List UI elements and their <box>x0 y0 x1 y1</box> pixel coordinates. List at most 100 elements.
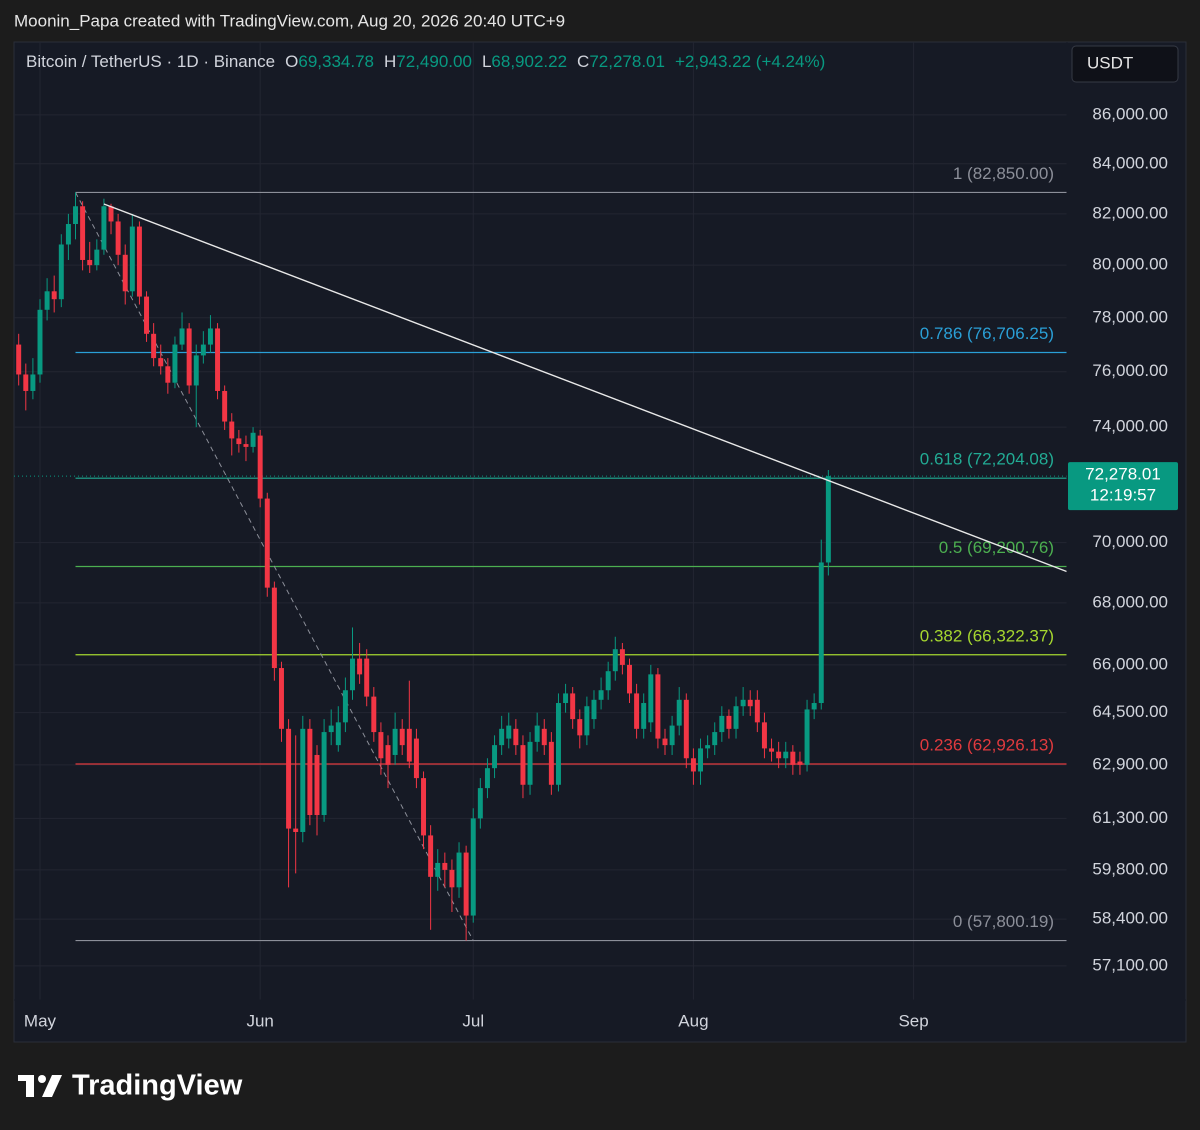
candle-body <box>712 732 718 746</box>
candle-body <box>172 344 178 383</box>
candle-body <box>392 728 398 755</box>
y-tick-label: 70,000.00 <box>1092 532 1168 551</box>
candle-body <box>513 728 519 746</box>
candle-body <box>740 699 746 707</box>
candle-body <box>783 751 789 759</box>
candle-body <box>534 725 540 742</box>
candle-body <box>399 728 405 746</box>
last-price-label: 72,278.01 <box>1085 465 1161 484</box>
footer-brand: TradingView <box>72 1070 243 1102</box>
candle-body <box>463 852 469 916</box>
candle-body <box>726 715 732 729</box>
fib-label: 0.786 (76,706.25) <box>920 324 1054 343</box>
fib-anchor-line <box>75 192 474 941</box>
candle-body <box>94 249 100 266</box>
candle-body <box>136 226 142 297</box>
legend: Bitcoin / TetherUS · 1D · Binance O69,334… <box>26 52 825 71</box>
candle-body <box>605 671 611 691</box>
plot: 86,000.00 84,000.00 82,000.00 80,000.00 78,0… <box>14 42 1186 1030</box>
y-tick-label: 62,900.00 <box>1092 754 1168 773</box>
candle-body <box>350 658 355 691</box>
candle-body <box>300 728 306 833</box>
candle-body <box>271 587 277 669</box>
candle-body <box>705 745 711 749</box>
y-tick-label: 58,400.00 <box>1092 909 1168 928</box>
x-tick-label: Aug <box>678 1011 708 1030</box>
candle-body <box>790 751 796 765</box>
candle-body <box>676 699 682 726</box>
candle-body <box>335 722 341 746</box>
candle-body <box>222 390 228 422</box>
candle-body <box>115 221 121 255</box>
candle-body <box>655 674 661 739</box>
candle-body <box>555 703 561 785</box>
candle-body <box>541 728 547 746</box>
candle-body <box>527 741 533 785</box>
candle-body <box>747 699 753 707</box>
candle-body <box>690 758 696 772</box>
candle-body <box>435 862 441 877</box>
legend-value: 68,902.22 <box>491 52 567 71</box>
candle-body <box>683 699 689 759</box>
legend-value: 69,334.78 <box>298 52 374 71</box>
candle-body <box>563 693 569 704</box>
candle-body <box>342 690 348 723</box>
candle-body <box>207 328 213 345</box>
legend-label: C <box>577 52 589 71</box>
legend-label: O <box>285 52 298 71</box>
currency-box <box>1071 45 1179 83</box>
candle-body <box>286 728 292 829</box>
candle-body <box>385 745 391 765</box>
x-tick-label: Jul <box>462 1011 484 1030</box>
candle-body <box>413 738 419 779</box>
candle-body <box>30 374 36 391</box>
fib-label: 0 (57,800.19) <box>953 912 1054 931</box>
candle-body <box>364 658 370 697</box>
candle-body <box>87 259 93 266</box>
candle-body <box>733 706 739 729</box>
logo-shape <box>26 1075 34 1097</box>
candle-body <box>442 862 448 870</box>
candle-body <box>236 438 242 445</box>
candle-body <box>584 706 590 736</box>
y-tick-label: 61,300.00 <box>1092 808 1168 827</box>
candle-body <box>73 206 78 225</box>
fib-label: 0.618 (72,204.08) <box>920 450 1054 469</box>
candle-body <box>769 748 775 752</box>
candle-body <box>570 693 576 720</box>
candle-body <box>328 725 334 733</box>
legend-value: 72,278.01 <box>589 52 665 71</box>
candle-body <box>151 333 157 359</box>
y-tick-label: 74,000.00 <box>1092 417 1168 436</box>
legend-label: L <box>482 52 491 71</box>
candle-body <box>200 344 206 356</box>
logo-shape <box>42 1075 62 1097</box>
candle-body <box>179 328 185 345</box>
y-tick-label: 80,000.00 <box>1092 255 1168 274</box>
candle-body <box>818 562 824 704</box>
fib-label: 1 (82,850.00) <box>953 164 1054 183</box>
candle-body <box>797 761 803 765</box>
candle-body <box>449 869 455 888</box>
candle-body <box>23 374 29 391</box>
logo <box>18 1075 62 1097</box>
symbol: Bitcoin / TetherUS · 1D · Binance <box>26 52 275 71</box>
candle-body <box>165 366 171 383</box>
candle-body <box>257 435 263 499</box>
candle-body <box>215 328 221 391</box>
candle-body <box>250 432 256 447</box>
y-tick-label: 84,000.00 <box>1092 153 1168 172</box>
candle-body <box>371 696 377 733</box>
candle-body <box>278 668 284 729</box>
candle-body <box>65 224 71 245</box>
candle-body <box>16 344 22 375</box>
candle-body <box>641 703 647 729</box>
fib-label: 0.382 (66,322.37) <box>920 626 1054 645</box>
x-tick-label: Jun <box>246 1011 273 1030</box>
candle-body <box>499 728 505 746</box>
candle-body <box>492 745 498 769</box>
fib-label: 0.5 (69,200.76) <box>939 538 1054 557</box>
candle-body <box>144 296 150 334</box>
candle-body <box>719 715 725 733</box>
